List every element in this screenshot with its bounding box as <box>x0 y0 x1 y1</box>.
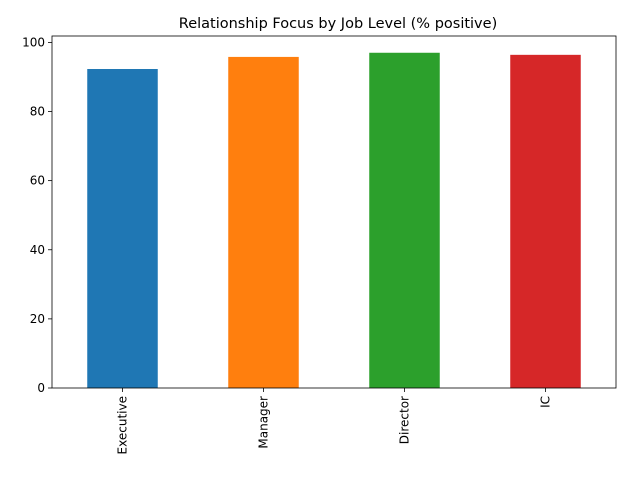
y-axis-ticks: 0 20 40 60 80 100 <box>22 35 52 395</box>
x-tick-label: IC <box>539 396 553 408</box>
y-tick-label: 0 <box>37 381 45 395</box>
x-axis-ticks: Executive Manager Director IC <box>116 388 553 454</box>
x-tick-label: Director <box>398 396 412 444</box>
bars-layer <box>87 52 581 389</box>
x-tick-label: Executive <box>116 396 130 454</box>
plot-frame <box>51 35 617 389</box>
y-tick-label: 60 <box>30 174 45 188</box>
chart-title: Relationship Focus by Job Level (% posit… <box>179 16 497 32</box>
bar-ic <box>510 54 581 388</box>
bar-manager <box>228 56 299 388</box>
axes-layer <box>51 35 617 389</box>
y-tick-label: 40 <box>30 243 45 257</box>
bar-executive <box>87 69 158 388</box>
bar-director <box>369 52 440 389</box>
y-tick-label: 20 <box>30 312 45 326</box>
y-tick-label: 100 <box>22 35 45 49</box>
y-tick-label: 80 <box>30 105 45 119</box>
x-tick-label: Manager <box>257 396 271 449</box>
